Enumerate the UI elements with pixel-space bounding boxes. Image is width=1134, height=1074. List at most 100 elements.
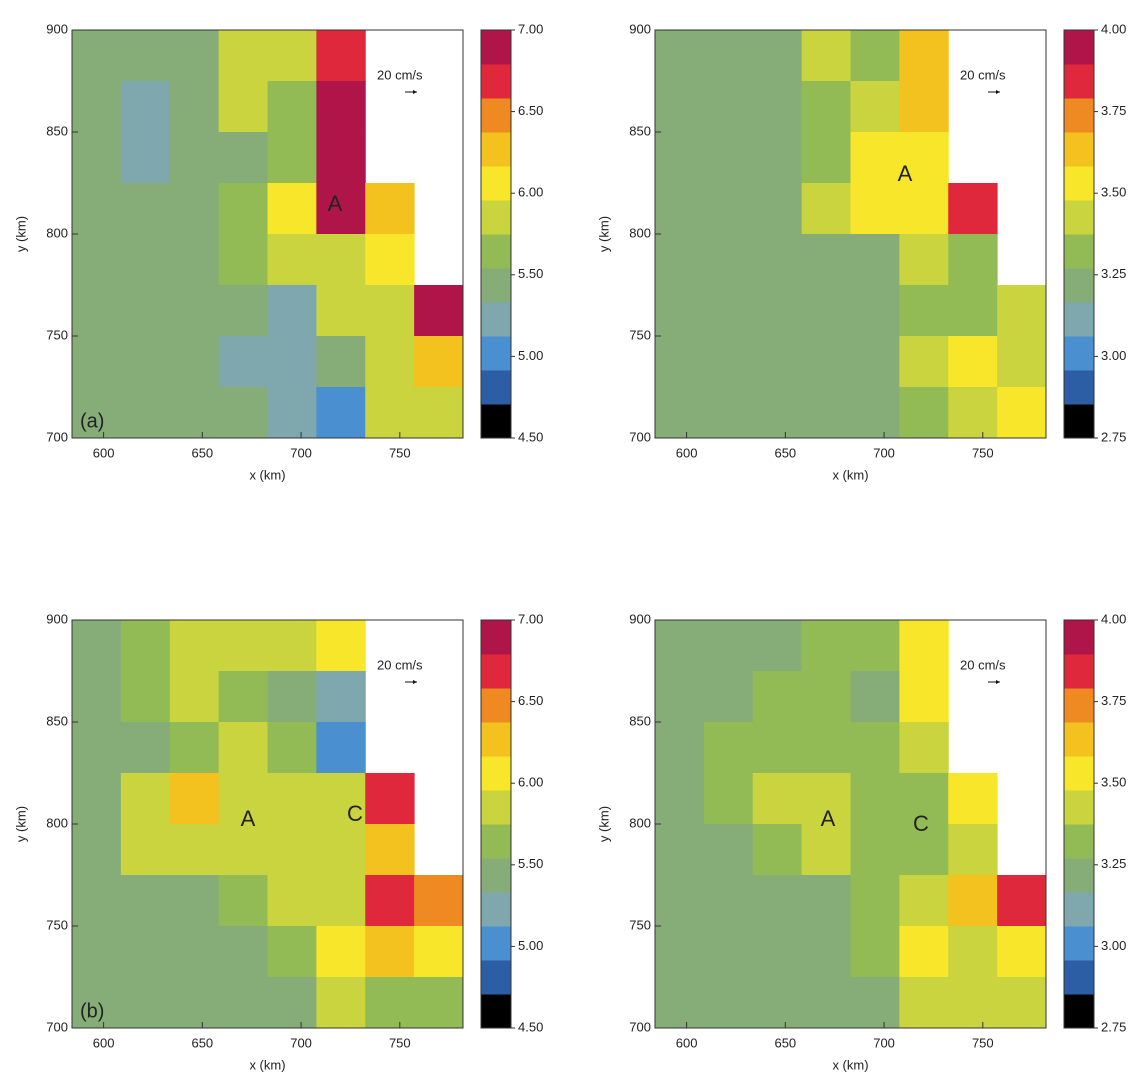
y-tick-label: 850 bbox=[629, 713, 651, 728]
field-cell bbox=[899, 132, 949, 184]
colorbar-frame bbox=[480, 29, 512, 439]
field-cell bbox=[752, 336, 803, 388]
field-cell bbox=[414, 926, 464, 978]
colorbar-band bbox=[1064, 370, 1094, 405]
field-cell bbox=[703, 285, 754, 337]
colorbar-band bbox=[481, 30, 511, 65]
colorbar-tick-label: 3.75 bbox=[1101, 103, 1126, 118]
colorbar-band bbox=[481, 790, 511, 825]
field-cell bbox=[850, 926, 900, 978]
field-cell bbox=[169, 620, 220, 672]
x-tick-label: 700 bbox=[290, 1035, 312, 1050]
field-cell bbox=[267, 620, 317, 672]
colorbar-tick-label: 6.00 bbox=[518, 775, 543, 790]
colorbar-tick-label: 5.00 bbox=[518, 348, 543, 363]
colorbar-tick-label: 5.50 bbox=[518, 856, 543, 871]
field-cell bbox=[72, 773, 122, 825]
x-axis-label: x (km) bbox=[832, 467, 868, 482]
reference-arrowhead bbox=[413, 680, 417, 684]
colorbar-band bbox=[481, 268, 511, 303]
field-cell bbox=[365, 926, 415, 978]
colorbar-band bbox=[481, 336, 511, 371]
field-cell bbox=[703, 132, 754, 184]
field-cell bbox=[655, 977, 705, 1029]
colorbar-band bbox=[1064, 824, 1094, 859]
colorbar-tick-label: 3.50 bbox=[1101, 775, 1126, 790]
colorbar-band bbox=[1064, 722, 1094, 757]
field-cell bbox=[850, 132, 900, 184]
field-cell bbox=[169, 773, 220, 825]
field-cell bbox=[899, 875, 949, 927]
region-label: A bbox=[898, 161, 913, 186]
colorbar-band bbox=[481, 166, 511, 201]
field-cell bbox=[850, 875, 900, 927]
colorbar-band bbox=[1064, 620, 1094, 655]
field-cell bbox=[316, 183, 366, 235]
reference-vector-label: 20 cm/s bbox=[377, 67, 423, 82]
field-cell bbox=[703, 387, 754, 439]
x-tick-label: 650 bbox=[191, 445, 213, 460]
field-cell bbox=[72, 977, 122, 1029]
field-cell bbox=[801, 722, 851, 774]
field-cell bbox=[801, 875, 851, 927]
field-cell bbox=[120, 773, 171, 825]
field-cell bbox=[72, 336, 122, 388]
field-cell bbox=[752, 722, 803, 774]
field-cell bbox=[752, 387, 803, 439]
reference-arrowhead bbox=[996, 680, 1000, 684]
colorbar-tick-label: 4.00 bbox=[1101, 611, 1126, 626]
field-cell bbox=[850, 30, 900, 82]
y-tick-label: 900 bbox=[46, 611, 68, 626]
field-cell bbox=[218, 671, 268, 723]
field-cell bbox=[752, 234, 803, 286]
field-cell bbox=[267, 81, 317, 133]
y-tick-label: 800 bbox=[46, 225, 68, 240]
field-cell bbox=[752, 183, 803, 235]
field-cell bbox=[703, 234, 754, 286]
field-cell bbox=[267, 671, 317, 723]
y-tick-label: 700 bbox=[46, 1019, 68, 1034]
x-axis-label: x (km) bbox=[249, 467, 285, 482]
colorbar-frame bbox=[1063, 619, 1095, 1029]
colorbar-band bbox=[1064, 688, 1094, 723]
colorbar-tick-label: 6.00 bbox=[518, 185, 543, 200]
field-cell bbox=[703, 81, 754, 133]
field-cell bbox=[997, 336, 1047, 388]
field-cell bbox=[218, 977, 268, 1029]
colorbar-tick-label: 4.00 bbox=[1101, 21, 1126, 36]
x-tick-label: 750 bbox=[972, 445, 994, 460]
field-cell bbox=[316, 132, 366, 184]
panel-label: (b) bbox=[80, 1000, 104, 1022]
colorbar-band bbox=[481, 994, 511, 1029]
field-cell bbox=[414, 977, 464, 1029]
y-axis-label: y (km) bbox=[596, 806, 611, 842]
field-cell bbox=[801, 30, 851, 82]
field-cell bbox=[752, 977, 803, 1029]
field-cell bbox=[703, 620, 754, 672]
field-cell bbox=[218, 336, 268, 388]
colorbar-band bbox=[481, 824, 511, 859]
colorbar-band bbox=[1064, 892, 1094, 927]
colorbar-band bbox=[1064, 404, 1094, 439]
field-cell bbox=[752, 671, 803, 723]
colorbar-tick-label: 2.75 bbox=[1101, 1019, 1126, 1034]
field-cell bbox=[850, 183, 900, 235]
field-cell bbox=[948, 773, 998, 825]
field-cell bbox=[655, 620, 705, 672]
colorbar-frame bbox=[1063, 29, 1095, 439]
colorbar-band bbox=[481, 234, 511, 269]
field-cell bbox=[169, 824, 220, 876]
x-tick-label: 700 bbox=[873, 1035, 895, 1050]
x-tick-label: 750 bbox=[389, 445, 411, 460]
field-cell bbox=[218, 722, 268, 774]
field-cell bbox=[365, 977, 415, 1029]
field-cell bbox=[72, 824, 122, 876]
field-cell bbox=[120, 387, 171, 439]
field-cell bbox=[899, 336, 949, 388]
x-axis-label: x (km) bbox=[832, 1057, 868, 1072]
field-cell bbox=[899, 773, 949, 825]
colorbar-band bbox=[481, 722, 511, 757]
colorbar-band bbox=[481, 688, 511, 723]
field-cell bbox=[218, 824, 268, 876]
field-cell bbox=[655, 926, 705, 978]
